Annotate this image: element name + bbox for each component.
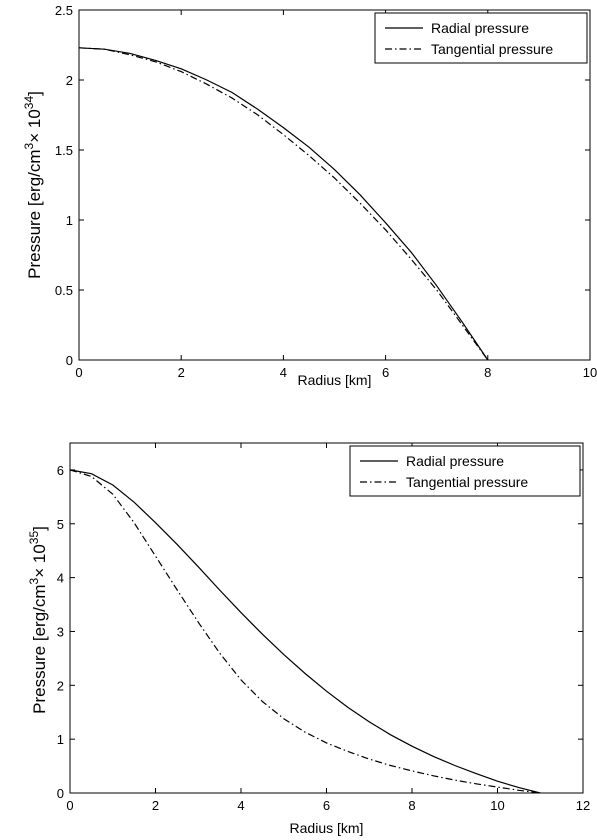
- series-line-radial: [69, 469, 541, 794]
- legend-label: Tangential pressure: [406, 474, 528, 490]
- y-axis-label: Pressure [erg/cm3× 1035]: [27, 526, 49, 714]
- x-axis-label: Radius [km]: [298, 372, 372, 388]
- y-tick-label: 4: [57, 571, 64, 586]
- legend-label: Radial pressure: [431, 20, 529, 36]
- x-tick-label: 10: [490, 798, 504, 813]
- x-tick-label: 0: [66, 798, 73, 813]
- x-tick-label: 6: [382, 365, 389, 380]
- y-tick-label: 3: [57, 624, 64, 639]
- legend-box: [374, 12, 588, 64]
- y-tick-label: 1: [66, 213, 73, 228]
- y-tick-label: 6: [57, 463, 64, 478]
- y-tick-label: 0: [57, 786, 64, 801]
- legend: Radial pressure Tangential pressure: [349, 445, 581, 497]
- y-tick-label: 5: [57, 517, 64, 532]
- x-axis-label: Radius [km]: [290, 820, 364, 836]
- x-tick-label: 2: [152, 798, 159, 813]
- x-tick-label: 12: [576, 798, 590, 813]
- series-line-radial: [78, 47, 489, 361]
- axes-frame: [78, 9, 591, 361]
- legend-label: Tangential pressure: [431, 41, 553, 57]
- x-tick-label: 8: [408, 798, 415, 813]
- y-tick-label: 2.5: [55, 3, 73, 18]
- legend: Radial pressure Tangential pressure: [374, 12, 588, 64]
- y-tick-label: 2: [57, 678, 64, 693]
- series-line-tangential: [69, 469, 541, 794]
- x-tick-label: 4: [280, 365, 287, 380]
- x-tick-label: 10: [583, 365, 597, 380]
- legend-box: [349, 445, 581, 497]
- y-tick-label: 1.5: [55, 143, 73, 158]
- x-tick-label: 6: [323, 798, 330, 813]
- chart-1: 0 2 4 6 8 10 0 0.5 1 1.5 2 2.5 Radius [km] Pressure […: [22, 3, 597, 388]
- x-tick-label: 2: [178, 365, 185, 380]
- x-tick-label: 8: [484, 365, 491, 380]
- y-tick-label: 1: [57, 732, 64, 747]
- legend-label: Radial pressure: [406, 453, 504, 469]
- series-line-tangential: [78, 47, 489, 361]
- y-axis-label: Pressure [erg/cm3× 1034]: [22, 91, 44, 279]
- x-tick-label: 0: [75, 365, 82, 380]
- y-tick-label: 0.5: [55, 283, 73, 298]
- y-tick-label: 0: [66, 353, 73, 368]
- y-tick-label: 2: [66, 73, 73, 88]
- x-tick-label: 4: [237, 798, 244, 813]
